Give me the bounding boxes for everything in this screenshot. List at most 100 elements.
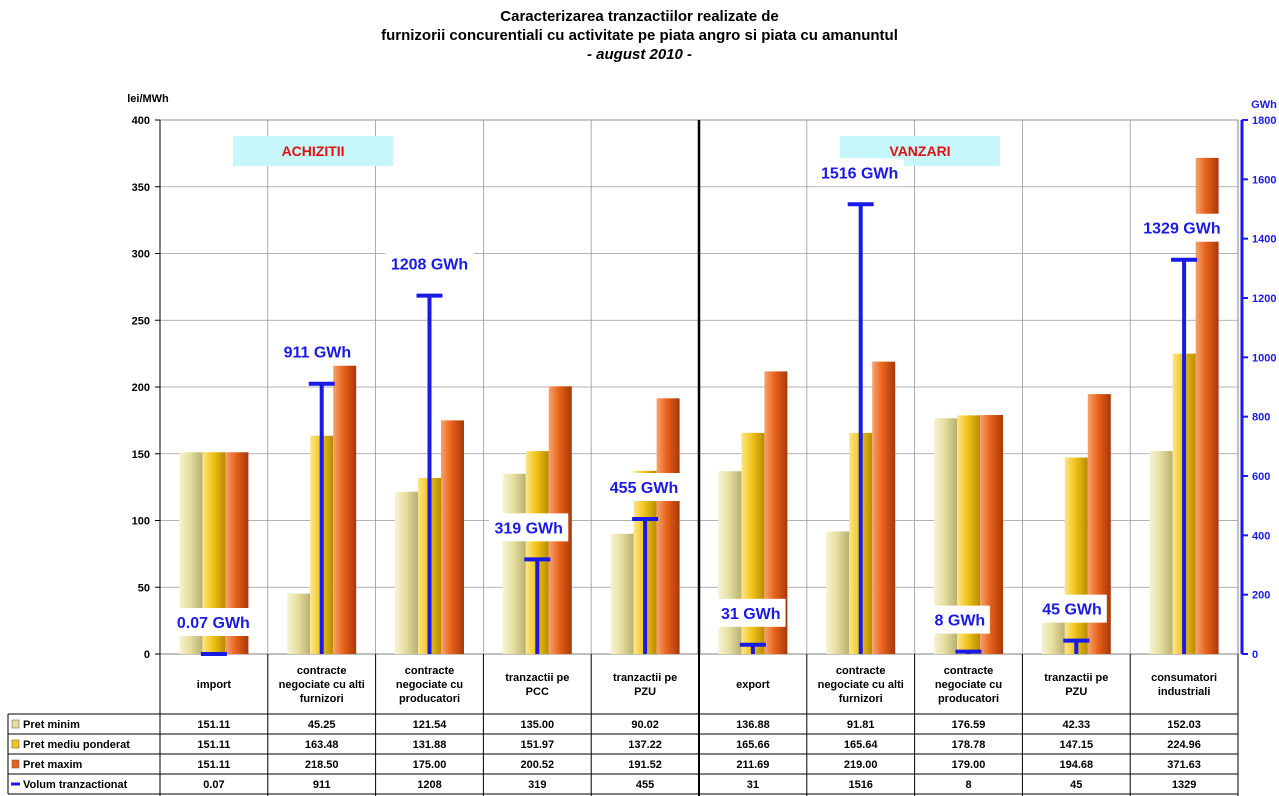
- section-label-box: [233, 136, 394, 166]
- table-cell: 1516: [848, 779, 872, 791]
- volume-annotation-box: [277, 337, 357, 366]
- legend-swatch: [11, 719, 20, 729]
- legend-label: Volum tranzactionat: [23, 779, 128, 791]
- category-label: negociate cu: [396, 679, 463, 691]
- volume-annotation: 0.07 GWh: [177, 615, 250, 632]
- volume-annotation-box: [929, 605, 990, 634]
- volume-annotation: 1516 GWh: [821, 165, 898, 182]
- table-cell: 135.00: [520, 719, 554, 731]
- y-tick-label-right: 600: [1252, 471, 1270, 483]
- bar-pret-maxim: [1087, 394, 1111, 654]
- category-label: contracte: [836, 665, 886, 677]
- table-cell: 194.68: [1059, 759, 1093, 771]
- bar-pret-mediu-ponderat: [202, 452, 226, 654]
- y-tick-label-right: 400: [1252, 530, 1270, 542]
- volume-annotation: 1329 GWh: [1143, 221, 1220, 238]
- bar-pret-maxim: [872, 361, 896, 654]
- bar-pret-maxim: [225, 452, 249, 654]
- bar-pret-minim: [395, 491, 418, 654]
- bar-pret-maxim: [1195, 157, 1219, 654]
- table-cell: 31: [747, 779, 759, 791]
- category-label: negociate cu: [935, 679, 1002, 691]
- legend-swatch: [11, 759, 20, 769]
- table-cell: 319: [528, 779, 546, 791]
- table-cell: 8: [965, 779, 971, 791]
- table-cell: 151.11: [197, 739, 230, 751]
- bar-pret-minim: [1149, 451, 1173, 654]
- y-tick-label-left: 250: [132, 315, 150, 327]
- table-cell: 137.22: [628, 739, 662, 751]
- y-tick-label-left: 150: [132, 449, 150, 461]
- table-cell: 45.25: [308, 719, 336, 731]
- table-cell: 152.03: [1167, 719, 1201, 731]
- y-tick-label-right: 1600: [1252, 174, 1276, 186]
- volume-annotation: 8 GWh: [935, 613, 986, 630]
- y-tick-label-right: 1400: [1252, 234, 1276, 246]
- table-cell: 455: [636, 779, 654, 791]
- category-label: furnizori: [839, 693, 883, 705]
- y-tick-label-right: 0: [1252, 649, 1258, 661]
- category-label: tranzactii pe: [613, 672, 677, 684]
- table-cell: 45: [1070, 779, 1082, 791]
- category-label: contracte: [297, 665, 347, 677]
- y-tick-label-left: 400: [132, 115, 150, 127]
- bar-pret-mediu-ponderat: [741, 432, 765, 654]
- category-label: producatori: [938, 693, 999, 705]
- table-cell: 131.88: [413, 739, 447, 751]
- bar-pret-mediu-ponderat: [525, 451, 549, 654]
- volume-annotation-box: [489, 513, 569, 542]
- category-label: negociate cu alti: [279, 679, 365, 691]
- table-cell: 176.59: [952, 719, 986, 731]
- volume-annotation: 1208 GWh: [391, 257, 468, 274]
- category-label: consumatori: [1151, 672, 1217, 684]
- table-cell: 178.78: [952, 739, 986, 751]
- y-tick-label-left: 300: [132, 249, 150, 261]
- y-axis-label-left: lei/MWh: [127, 93, 169, 105]
- volume-annotation-box: [815, 158, 905, 187]
- y-tick-label-right: 1000: [1252, 352, 1276, 364]
- table-cell: 179.00: [952, 759, 986, 771]
- table-cell: 121.54: [413, 719, 448, 731]
- bar-pret-minim: [934, 418, 957, 654]
- table-cell: 200.52: [520, 759, 554, 771]
- chart-title-line3: - august 2010 -: [586, 46, 693, 63]
- table-cell: 151.11: [197, 719, 230, 731]
- category-label: PZU: [634, 686, 656, 698]
- volume-annotation-box: [604, 473, 684, 502]
- category-label: tranzactii pe: [1044, 672, 1108, 684]
- table-cell: 218.50: [305, 759, 339, 771]
- y-tick-label-left: 350: [132, 182, 150, 194]
- bar-pret-maxim: [656, 398, 680, 654]
- table-cell: 224.96: [1167, 739, 1201, 751]
- section-label: VANZARI: [889, 143, 950, 159]
- category-label: import: [197, 679, 232, 691]
- bar-pret-minim: [826, 531, 850, 654]
- bar-pret-minim: [502, 473, 526, 654]
- y-tick-label-left: 200: [132, 382, 150, 394]
- volume-annotation: 455 GWh: [610, 480, 678, 497]
- section-label: ACHIZITII: [282, 143, 345, 159]
- table-cell: 91.81: [847, 719, 875, 731]
- y-tick-label-left: 100: [132, 516, 150, 528]
- y-tick-label-left: 50: [138, 582, 150, 594]
- bar-pret-maxim: [764, 371, 788, 654]
- category-label: contracte: [405, 665, 455, 677]
- category-label: export: [736, 679, 770, 691]
- volume-annotation: 319 GWh: [494, 520, 562, 537]
- y-tick-label-right: 800: [1252, 412, 1270, 424]
- table-cell: 211.69: [736, 759, 769, 771]
- volume-annotation: 45 GWh: [1042, 602, 1102, 619]
- table-cell: 911: [313, 779, 331, 791]
- y-tick-label-right: 1800: [1252, 115, 1276, 127]
- category-label: industriali: [1158, 686, 1211, 698]
- legend-swatch: [11, 739, 20, 749]
- volume-annotation-box: [168, 607, 258, 636]
- bar-pret-mediu-ponderat: [957, 415, 980, 654]
- table-cell: 151.11: [197, 759, 230, 771]
- category-label: contracte: [944, 665, 994, 677]
- bar-pret-maxim: [333, 362, 357, 654]
- category-label: negociate cu alti: [818, 679, 904, 691]
- legend-label: Pret maxim: [23, 759, 83, 771]
- table-cell: 163.48: [305, 739, 339, 751]
